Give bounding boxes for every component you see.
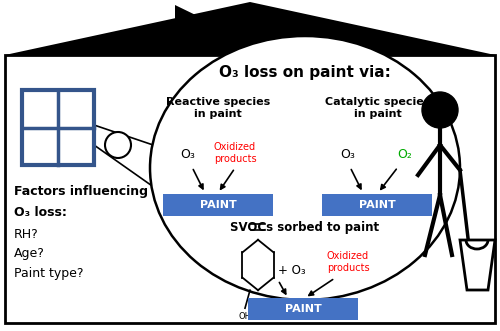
Polygon shape <box>460 240 495 290</box>
Text: Paint type?: Paint type? <box>14 266 84 279</box>
Text: O₃: O₃ <box>340 149 355 162</box>
Text: PAINT: PAINT <box>200 200 236 210</box>
Text: PAINT: PAINT <box>284 304 322 314</box>
Polygon shape <box>175 5 210 35</box>
Bar <box>163 194 273 216</box>
Text: Catalytic species
in paint: Catalytic species in paint <box>326 97 430 119</box>
Circle shape <box>422 92 458 128</box>
Text: RH?: RH? <box>14 228 39 242</box>
Bar <box>22 90 94 165</box>
Text: O₃ loss:: O₃ loss: <box>14 207 67 219</box>
Text: O₃: O₃ <box>180 149 196 162</box>
Text: PAINT: PAINT <box>358 200 396 210</box>
Text: O₂: O₂ <box>398 149 412 162</box>
Text: Oxidized
products: Oxidized products <box>214 142 256 164</box>
Text: Reactive species
in paint: Reactive species in paint <box>166 97 270 119</box>
Ellipse shape <box>150 36 460 300</box>
Text: SVOCs sorbed to paint: SVOCs sorbed to paint <box>230 221 380 234</box>
Text: O₃ loss on paint via:: O₃ loss on paint via: <box>219 65 391 79</box>
Text: Factors influencing: Factors influencing <box>14 185 148 199</box>
Text: + O₃: + O₃ <box>278 263 306 276</box>
Bar <box>248 298 358 320</box>
Bar <box>322 194 432 216</box>
Bar <box>5 55 495 323</box>
Text: Age?: Age? <box>14 248 45 260</box>
Circle shape <box>105 132 131 158</box>
Text: OH: OH <box>238 312 252 321</box>
Text: Oxidized
products: Oxidized products <box>326 251 370 273</box>
Polygon shape <box>5 2 495 55</box>
